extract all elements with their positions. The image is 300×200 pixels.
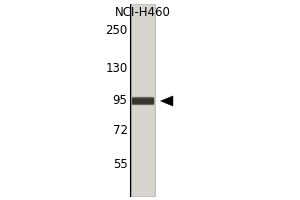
- Text: 130: 130: [105, 62, 128, 75]
- Text: 72: 72: [112, 124, 128, 138]
- Text: NCI-H460: NCI-H460: [115, 6, 170, 20]
- Polygon shape: [160, 96, 173, 106]
- Text: 55: 55: [113, 158, 128, 171]
- Bar: [130, 4, 154, 196]
- Text: 95: 95: [112, 95, 128, 108]
- Bar: [0, 0, 174, 200]
- Text: 250: 250: [105, 24, 128, 38]
